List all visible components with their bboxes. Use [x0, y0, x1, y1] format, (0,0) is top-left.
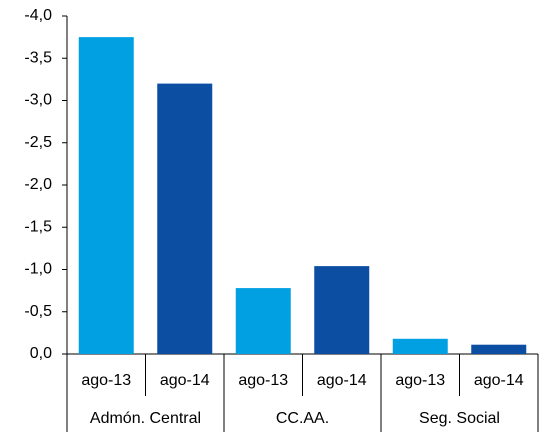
x-tick-label: ago-13	[238, 372, 288, 389]
group-label: CC.AA.	[276, 410, 329, 427]
y-tick-label: 0,0	[30, 345, 52, 362]
y-tick-label: -2,5	[24, 134, 52, 151]
x-tick-label: ago-14	[317, 372, 367, 389]
bar	[235, 288, 291, 354]
bar	[471, 344, 527, 354]
x-tick-label: ago-13	[81, 372, 131, 389]
x-tick-label: ago-13	[395, 372, 445, 389]
bar	[78, 37, 134, 354]
x-tick-label: ago-14	[160, 372, 210, 389]
group-label: Seg. Social	[419, 410, 500, 427]
bar	[314, 266, 370, 354]
y-tick-label: -2,0	[24, 176, 52, 193]
bar	[392, 338, 448, 354]
y-tick-label: -0,5	[24, 303, 52, 320]
group-label: Admón. Central	[90, 410, 201, 427]
y-tick-label: -1,0	[24, 261, 52, 278]
y-tick-label: -3,0	[24, 92, 52, 109]
y-tick-label: -1,5	[24, 218, 52, 235]
bar	[157, 83, 213, 354]
y-tick-label: -3,5	[24, 49, 52, 66]
y-tick-label: -4,0	[24, 7, 52, 24]
x-tick-label: ago-14	[474, 372, 524, 389]
